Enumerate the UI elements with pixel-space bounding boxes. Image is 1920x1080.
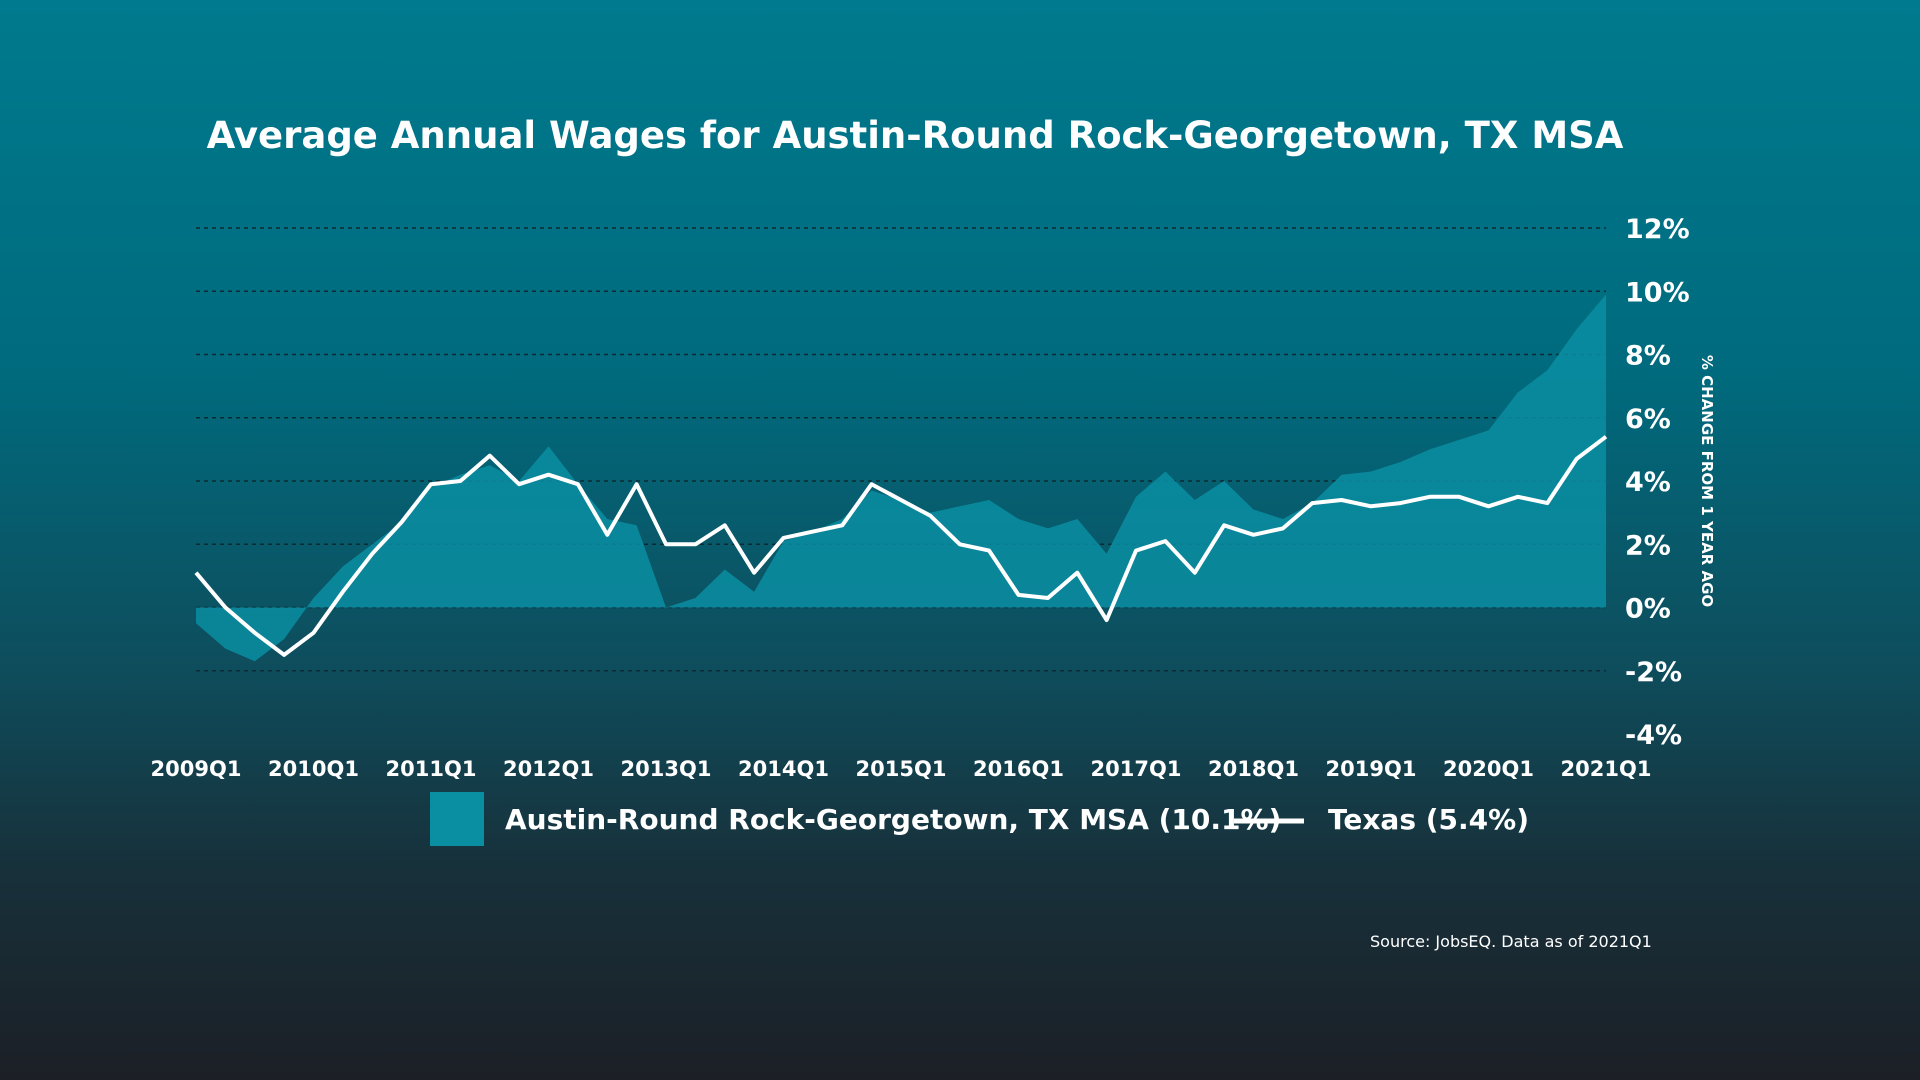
- y-tick-label: -2%: [1625, 657, 1682, 688]
- legend-swatch-msa: [430, 792, 484, 846]
- msa-area-layer: [196, 294, 1606, 662]
- texas-line: [194, 435, 1608, 657]
- y-tick-label: 6%: [1625, 404, 1671, 435]
- y-tick-label: 0%: [1625, 594, 1671, 625]
- y-tick-label: 10%: [1625, 277, 1690, 308]
- x-tick-labels: 2009Q1 2010Q1 2011Q1 2012Q1 2013Q1 2014Q1 2015…: [151, 757, 1652, 781]
- y-tick-labels: 12% 10% 8% 6% 4% 2% 0% -2% -4%: [1625, 214, 1690, 751]
- msa-area: [196, 294, 1606, 662]
- x-tick-label: 2013Q1: [621, 757, 712, 781]
- x-tick-label: 2011Q1: [386, 757, 477, 781]
- x-tick-label: 2010Q1: [268, 757, 359, 781]
- y-tick-label: 12%: [1625, 214, 1690, 245]
- source-note: Source: JobsEQ. Data as of 2021Q1: [1370, 932, 1652, 951]
- legend: Austin-Round Rock-Georgetown, TX MSA (10…: [430, 792, 1529, 846]
- x-tick-label: 2014Q1: [738, 757, 829, 781]
- texas-line-layer: [194, 435, 1608, 657]
- legend-label-msa: Austin-Round Rock-Georgetown, TX MSA (10…: [505, 803, 1281, 836]
- x-tick-label: 2018Q1: [1208, 757, 1299, 781]
- y-axis-label: % CHANGE FROM 1 YEAR AGO: [1698, 355, 1716, 607]
- y-tick-label: -4%: [1625, 720, 1682, 751]
- y-tick-label: 4%: [1625, 467, 1671, 498]
- x-tick-label: 2009Q1: [151, 757, 242, 781]
- y-tick-label: 8%: [1625, 341, 1671, 372]
- y-tick-label: 2%: [1625, 530, 1671, 561]
- chart-title: Average Annual Wages for Austin-Round Ro…: [207, 114, 1624, 157]
- x-tick-label: 2019Q1: [1326, 757, 1417, 781]
- x-tick-label: 2015Q1: [856, 757, 947, 781]
- x-tick-label: 2017Q1: [1091, 757, 1182, 781]
- x-tick-label: 2021Q1: [1561, 757, 1652, 781]
- x-tick-label: 2012Q1: [503, 757, 594, 781]
- legend-label-texas: Texas (5.4%): [1328, 803, 1529, 836]
- x-tick-label: 2020Q1: [1443, 757, 1534, 781]
- x-tick-label: 2016Q1: [973, 757, 1064, 781]
